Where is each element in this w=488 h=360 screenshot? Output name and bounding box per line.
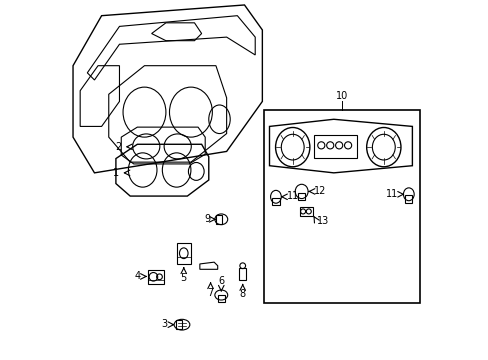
Text: 1: 1 [112, 168, 119, 178]
Bar [217, 295, 224, 302]
Text: 13: 13 [317, 216, 329, 226]
Text: 6: 6 [218, 276, 224, 286]
Text: 7: 7 [206, 288, 213, 297]
Text: 11: 11 [385, 189, 397, 199]
Bar [148, 270, 164, 284]
Bar [313, 135, 356, 158]
Bar [298, 193, 305, 201]
Bar [272, 198, 279, 205]
Text: 10: 10 [335, 91, 347, 102]
Bar [216, 215, 222, 224]
Text: 8: 8 [239, 289, 244, 299]
Bar [405, 195, 411, 203]
Text: 3: 3 [161, 319, 167, 329]
Text: 4: 4 [135, 271, 141, 281]
Bar [239, 267, 246, 280]
Text: 2: 2 [115, 142, 121, 152]
Text: 5: 5 [180, 273, 186, 283]
Bar [175, 320, 182, 329]
Bar [264, 111, 419, 303]
Bar [299, 207, 313, 216]
Bar [176, 243, 190, 264]
Text: 11: 11 [287, 191, 299, 201]
Text: 12: 12 [313, 186, 325, 196]
Text: 9: 9 [204, 213, 210, 224]
